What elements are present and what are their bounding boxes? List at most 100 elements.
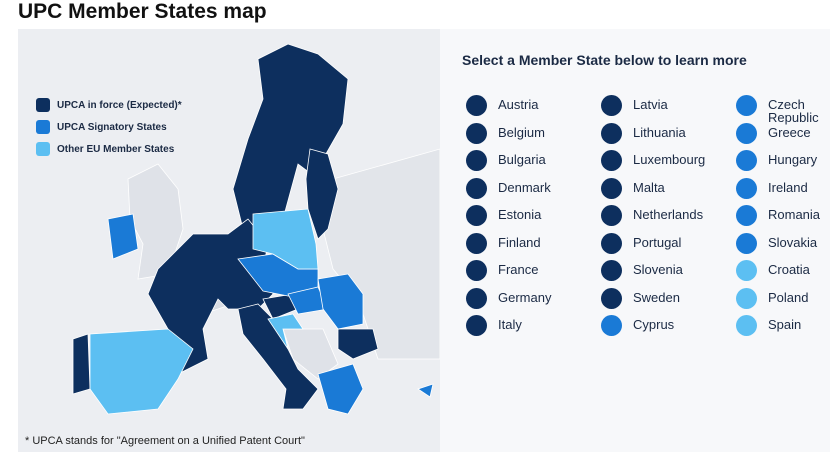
croatia [267,313,304,350]
state-dot [736,260,757,281]
legend-label: UPCA Signatory States [57,121,167,133]
state-dot [736,287,757,309]
state-name: Slovakia [768,234,818,250]
state-name: Croatia [768,262,810,277]
state-name: France [498,262,539,277]
state-dot [466,150,487,171]
baltics [305,148,339,240]
legend-swatch [36,120,50,134]
legend-swatch [36,98,50,112]
state-item[interactable]: Denmark [466,177,586,199]
state-item[interactable]: Cyprus [601,315,721,336]
greece [317,363,364,415]
state-dot [466,260,487,281]
state-dot [466,95,487,116]
state-item[interactable]: Malta [601,177,721,199]
state-item[interactable]: Slovenia [601,260,721,281]
state-item[interactable]: Austria [466,95,586,116]
legend-label: Other EU Member States [57,143,175,155]
legend: UPCA in force (Expected)* UPCA Signatory … [36,94,182,160]
state-dot [736,177,757,199]
state-dot [601,260,622,281]
state-item[interactable]: Croatia [736,260,830,281]
portugal [72,333,91,395]
state-dot [601,177,622,199]
state-dot [601,95,622,116]
state-name: Estonia [498,207,542,222]
state-name: Sweden [633,289,680,305]
state-item[interactable]: Latvia [601,95,721,116]
state-dot [466,232,487,254]
state-item[interactable]: Luxembourg [601,150,721,171]
state-name: Greece [768,124,811,140]
state-name: Germany [498,289,552,305]
state-name: Ireland [768,179,808,195]
footnote: * UPCA stands for "Agreement on a Unifie… [25,435,305,447]
state-dot [601,232,622,254]
state-dot [736,205,757,226]
state-dot [736,150,757,171]
state-name: Netherlands [633,207,704,222]
state-dot [601,287,622,309]
state-dot [466,122,487,144]
state-name: Malta [633,179,665,195]
legend-swatch [36,142,50,156]
state-dot [736,95,757,116]
state-name: Spain [768,317,802,332]
state-name: Denmark [498,179,551,195]
panel: UPCA in force (Expected)* UPCA Signatory … [18,29,830,452]
state-dot [466,205,487,226]
state-name: Slovenia [633,262,683,277]
state-name: Portugal [633,234,682,250]
romania [317,273,364,330]
state-name: Romania [768,207,821,222]
state-name: Latvia [633,97,668,112]
legend-item: Other EU Member States [36,138,182,160]
map [72,43,440,415]
page-title: UPC Member States map [18,0,267,23]
state-name: Italy [498,317,522,332]
state-dot [736,315,757,336]
state-item[interactable]: Sweden [601,287,721,309]
state-dot [601,315,622,336]
ireland [107,213,139,260]
state-name: Austria [498,97,539,112]
state-item[interactable]: Slovakia [736,232,830,254]
state-item[interactable]: Poland [736,287,830,309]
state-dot [601,122,622,144]
state-item[interactable]: Italy [466,315,586,336]
state-item[interactable]: Portugal [601,232,721,254]
state-item[interactable]: Germany [466,287,586,309]
state-item[interactable]: Romania [736,205,830,226]
state-item[interactable]: Belgium [466,122,586,144]
state-item[interactable]: Hungary [736,150,830,171]
state-item[interactable]: Lithuania [601,122,721,144]
legend-item: UPCA in force (Expected)* [36,94,182,116]
state-name: Czech Republic [768,97,819,125]
state-item[interactable]: France [466,260,586,281]
state-name: Poland [768,289,809,305]
state-item[interactable]: Estonia [466,205,586,226]
state-name: Bulgaria [498,152,546,167]
state-item[interactable]: Greece [736,122,830,144]
state-item[interactable]: Bulgaria [466,150,586,171]
state-dot [601,205,622,226]
state-dot [736,122,757,144]
state-item[interactable]: Ireland [736,177,830,199]
italy [237,303,319,410]
state-dot [466,315,487,336]
legend-label: UPCA in force (Expected)* [57,99,182,111]
cyprus [417,383,434,398]
bulgaria [337,328,379,360]
poland [252,208,319,270]
state-item[interactable]: Czech Republic [736,95,830,124]
spain [89,328,194,415]
state-dot [601,150,622,171]
state-name: Hungary [768,152,818,167]
state-item[interactable]: Finland [466,232,586,254]
state-name: Luxembourg [633,152,706,167]
state-item[interactable]: Spain [736,315,830,336]
state-name: Lithuania [633,124,686,140]
state-item[interactable]: Netherlands [601,205,721,226]
